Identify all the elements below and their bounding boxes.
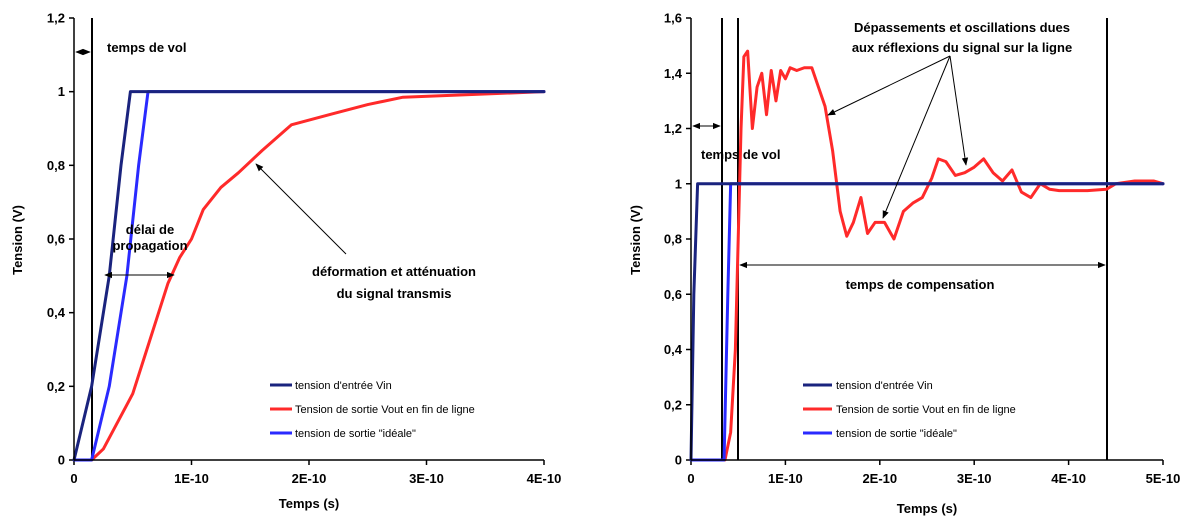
- right-y-ticks: 0 0,2 0,4 0,6 0,8 1 1,2 1,4 1,6: [664, 11, 691, 468]
- left-legend: tension d'entrée Vin Tension de sortie V…: [270, 380, 475, 440]
- right-y-tick-label: 1,6: [664, 11, 682, 26]
- left-y-ticks: 0 0,2 0,4 0,6 0,8 1 1,2: [47, 11, 74, 468]
- left-deformation-label-line2: du signal transmis: [337, 286, 452, 301]
- left-delay-label-line1: délai de: [126, 222, 174, 237]
- left-y-tick-label: 0: [58, 453, 65, 468]
- right-y-tick-label: 1,2: [664, 121, 682, 136]
- left-flight-time-label: temps de vol: [107, 40, 186, 55]
- right-x-tick-label: 0: [687, 471, 694, 486]
- right-y-tick-label: 0,8: [664, 232, 682, 247]
- right-series-line-ideal: [691, 184, 1163, 460]
- left-y-tick-label: 0,8: [47, 158, 65, 173]
- left-delay-label-line2: propagation: [112, 238, 187, 253]
- right-legend-label-vout: Tension de sortie Vout en fin de ligne: [836, 404, 1016, 416]
- left-x-tick-label: 0: [70, 471, 77, 486]
- left-y-tick-label: 1,2: [47, 11, 65, 26]
- right-x-ticks: 0 1E-10 2E-10 3E-10 4E-10 5E-10: [687, 460, 1180, 486]
- left-y-tick-label: 1: [58, 84, 65, 99]
- right-y-tick-label: 1,4: [664, 66, 683, 81]
- chart-right: Tension (V) Temps (s) 0 0,2 0,4 0,6 0,8 1 1,2 1…: [628, 11, 1180, 517]
- left-x-tick-label: 3E-10: [409, 471, 444, 486]
- right-overshoot-label-line1: Dépassements et oscillations dues: [854, 20, 1070, 35]
- right-y-tick-label: 0: [675, 453, 682, 468]
- right-overshoot-arrow-2: [883, 56, 950, 218]
- left-x-tick-label: 1E-10: [174, 471, 209, 486]
- right-x-tick-label: 3E-10: [957, 471, 992, 486]
- left-legend-label-vin: tension d'entrée Vin: [295, 380, 392, 392]
- right-ylabel: Tension (V): [628, 205, 643, 275]
- right-x-tick-label: 1E-10: [768, 471, 803, 486]
- right-series-line-vin: [691, 184, 1163, 460]
- right-compensation-label: temps de compensation: [846, 277, 995, 292]
- right-legend-label-ideal: tension de sortie "idéale": [836, 428, 957, 440]
- right-overshoot-arrow-3: [950, 56, 966, 165]
- left-xlabel: Temps (s): [279, 496, 339, 511]
- left-x-tick-label: 2E-10: [292, 471, 327, 486]
- right-y-tick-label: 0,6: [664, 287, 682, 302]
- left-ylabel: Tension (V): [10, 205, 25, 275]
- left-legend-label-vout: Tension de sortie Vout en fin de ligne: [295, 404, 475, 416]
- left-x-tick-label: 4E-10: [527, 471, 562, 486]
- left-y-tick-label: 0,6: [47, 232, 65, 247]
- chart-left: Tension (V) Temps (s) 00,20,40,60,811,2 …: [10, 11, 561, 512]
- right-y-tick-label: 0,2: [664, 397, 682, 412]
- right-x-tick-label: 4E-10: [1051, 471, 1086, 486]
- left-x-ticks: 0 1E-10 2E-10 3E-10 4E-10: [70, 460, 561, 486]
- right-flight-time-label: temps de vol: [701, 147, 780, 162]
- right-legend: tension d'entrée Vin Tension de sortie V…: [803, 380, 1016, 440]
- left-deformation-arrow: [256, 164, 346, 254]
- left-y-tick-label: 0,4: [47, 305, 66, 320]
- left-legend-label-ideal: tension de sortie "idéale": [295, 428, 416, 440]
- right-x-tick-label: 2E-10: [862, 471, 897, 486]
- right-legend-label-vin: tension d'entrée Vin: [836, 380, 933, 392]
- right-y-tick-label: 1: [675, 176, 682, 191]
- left-deformation-label-line1: déformation et atténuation: [312, 264, 476, 279]
- left-y-tick-label: 0,2: [47, 379, 65, 394]
- right-xlabel: Temps (s): [897, 501, 957, 516]
- right-x-tick-label: 5E-10: [1146, 471, 1181, 486]
- right-y-tick-label: 0,4: [664, 342, 683, 357]
- right-overshoot-arrow-1: [828, 56, 950, 115]
- right-overshoot-label-line2: aux réflexions du signal sur la ligne: [852, 40, 1072, 55]
